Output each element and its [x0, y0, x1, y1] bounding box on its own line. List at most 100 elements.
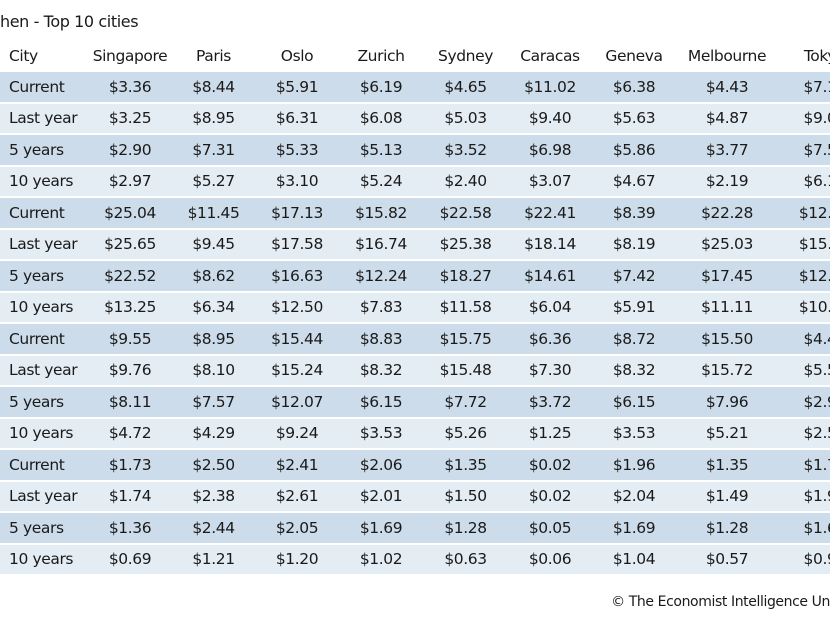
cell: $16.74 [339, 228, 423, 261]
cell: $1.74 [88, 480, 172, 513]
table-row: Last year $25.65 $9.45 $17.58 $16.74 $25.38 $1… [0, 228, 830, 261]
cell: $6.34 [172, 291, 255, 324]
cell: $2.01 [339, 480, 423, 513]
cell: $5.91 [255, 71, 339, 104]
cell: $3.10 [255, 165, 339, 198]
cell: $1.25 [508, 417, 592, 450]
cell: $7.30 [508, 354, 592, 387]
column-header: Toky [778, 42, 830, 72]
cell: $1.28 [423, 512, 508, 545]
cell: $0.63 [423, 543, 508, 576]
cell: $2.90 [88, 134, 172, 167]
cell: $6.08 [339, 102, 423, 135]
table-row: 10 years $4.72 $4.29 $9.24 $3.53 $5.26 $1.25 $3… [0, 417, 830, 450]
row-label: Current [0, 71, 88, 104]
cell: $5.91 [592, 291, 676, 324]
cell: $1.21 [172, 543, 255, 576]
cell: $8.62 [172, 260, 255, 293]
cell: $15.24 [255, 354, 339, 387]
cell: $1.69 [339, 512, 423, 545]
cell: $15.9 [778, 228, 830, 261]
cell: $11.45 [172, 197, 255, 230]
cell: $4.29 [172, 417, 255, 450]
column-header: Sydney [423, 42, 508, 72]
source: © The Economist Intelligence Un [611, 594, 830, 610]
cell: $1.49 [676, 480, 778, 513]
cell: $17.13 [255, 197, 339, 230]
table-row: 5 years $8.11 $7.57 $12.07 $6.15 $7.72 $3.72 $6… [0, 386, 830, 419]
table-row: 10 years $0.69 $1.21 $1.20 $1.02 $0.63 $0.06 $1… [0, 543, 830, 576]
cell: $8.95 [172, 102, 255, 135]
row-label: 5 years [0, 134, 88, 167]
cell: $7.57 [172, 386, 255, 419]
cell: $9.24 [255, 417, 339, 450]
row-label: 10 years [0, 543, 88, 576]
cell: $9.0 [778, 102, 830, 135]
cell: $2.05 [255, 512, 339, 545]
cell: $7.83 [339, 291, 423, 324]
cell: $7.31 [172, 134, 255, 167]
cell: $3.52 [423, 134, 508, 167]
cell: $1.9 [778, 480, 830, 513]
cell: $25.38 [423, 228, 508, 261]
cell: $1.73 [88, 449, 172, 482]
cell: $2.40 [423, 165, 508, 198]
cell: $0.06 [508, 543, 592, 576]
table-row: 10 years $13.25 $6.34 $12.50 $7.83 $11.58 $6.0… [0, 291, 830, 324]
cell: $9.55 [88, 323, 172, 356]
cell: $8.11 [88, 386, 172, 419]
cell: $5.27 [172, 165, 255, 198]
cell: $1.35 [676, 449, 778, 482]
title: hen - Top 10 cities [0, 12, 139, 31]
cell: $17.45 [676, 260, 778, 293]
cell: $3.25 [88, 102, 172, 135]
cell: $8.95 [172, 323, 255, 356]
cell: $5.21 [676, 417, 778, 450]
cell: $6.15 [592, 386, 676, 419]
table-row: 5 years $1.36 $2.44 $2.05 $1.69 $1.28 $0.05 $1.… [0, 512, 830, 545]
cell: $1.02 [339, 543, 423, 576]
cell: $8.72 [592, 323, 676, 356]
cell: $5.63 [592, 102, 676, 135]
cell: $3.77 [676, 134, 778, 167]
cell: $0.9 [778, 543, 830, 576]
row-label: Current [0, 323, 88, 356]
table-row: Last year $9.76 $8.10 $15.24 $8.32 $15.48 $7.3… [0, 354, 830, 387]
cell: $0.69 [88, 543, 172, 576]
row-label: Last year [0, 480, 88, 513]
cell: $22.58 [423, 197, 508, 230]
column-header: Caracas [508, 42, 592, 72]
cell: $2.38 [172, 480, 255, 513]
cell: $11.11 [676, 291, 778, 324]
cell: $7.42 [592, 260, 676, 293]
cell: $22.28 [676, 197, 778, 230]
row-label: 10 years [0, 291, 88, 324]
row-label: Current [0, 197, 88, 230]
cell: $11.02 [508, 71, 592, 104]
cell: $1.36 [88, 512, 172, 545]
table-row: Current $1.73 $2.50 $2.41 $2.06 $1.35 $0.02 $1.… [0, 449, 830, 482]
cell: $7.72 [423, 386, 508, 419]
column-header: City [0, 42, 88, 72]
column-header: Paris [172, 42, 255, 72]
cell: $6.19 [339, 71, 423, 104]
cell: $0.02 [508, 449, 592, 482]
cell: $1.28 [676, 512, 778, 545]
cell: $2.04 [592, 480, 676, 513]
cell: $6.36 [508, 323, 592, 356]
cell: $15.72 [676, 354, 778, 387]
cell: $6.38 [592, 71, 676, 104]
cell: $6.1 [778, 165, 830, 198]
cell: $8.39 [592, 197, 676, 230]
cell: $4.65 [423, 71, 508, 104]
cell: $4.72 [88, 417, 172, 450]
table-row: 5 years $22.52 $8.62 $16.63 $12.24 $18.27 $14.… [0, 260, 830, 293]
cell: $3.07 [508, 165, 592, 198]
cell: $3.72 [508, 386, 592, 419]
cell: $8.83 [339, 323, 423, 356]
cell: $17.58 [255, 228, 339, 261]
column-header: Zurich [339, 42, 423, 72]
cell: $12.3 [778, 260, 830, 293]
cell: $0.57 [676, 543, 778, 576]
cell: $12.24 [339, 260, 423, 293]
